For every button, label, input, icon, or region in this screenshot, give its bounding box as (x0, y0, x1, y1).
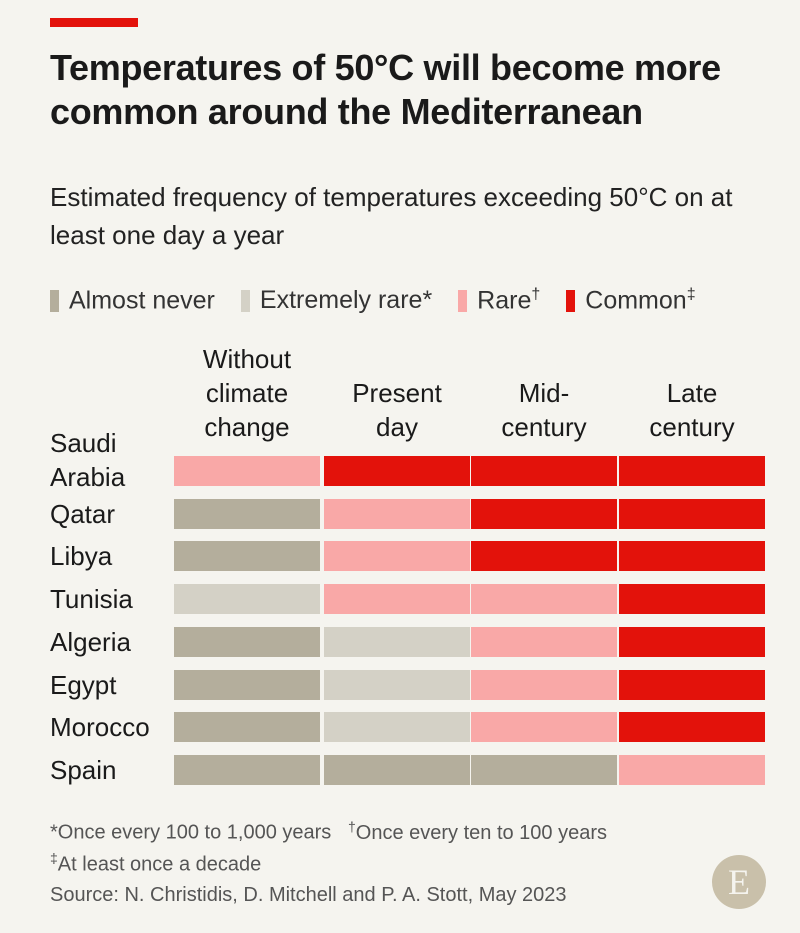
row-label-morocco: Morocco (50, 712, 150, 743)
heatmap-cell-morocco-without-climate-change (174, 712, 320, 743)
legend-item-extremely-rare: Extremely rare* (240, 286, 433, 315)
heatmap-cell-egypt-mid-century (471, 669, 617, 700)
legend-label-rare: Rare† (477, 286, 541, 315)
heatmap-cell-qatar-without-climate-change (174, 498, 320, 529)
row-label-algeria: Algeria (50, 626, 131, 657)
heatmap-cell-qatar-late-century (619, 498, 765, 529)
row-label-libya: Libya (50, 541, 113, 572)
footnote-common: ‡At least once a decade (50, 850, 262, 876)
legend-swatch-rare (458, 289, 468, 312)
heatmap-cell-tunisia-late-century (619, 584, 765, 615)
heatmap-cell-algeria-mid-century (471, 626, 617, 657)
heatmap-cell-egypt-without-climate-change (174, 669, 320, 700)
heatmap-cell-tunisia-present-day (324, 584, 470, 615)
heatmap-cell-spain-late-century (619, 754, 765, 785)
column-header-present-day: Present day (352, 378, 442, 442)
chart-title: Temperatures of 50°C will become more co… (50, 47, 721, 132)
heatmap-cell-morocco-late-century (619, 712, 765, 743)
heatmap-cell-qatar-mid-century (471, 498, 617, 529)
heatmap-cell-algeria-without-climate-change (174, 626, 320, 657)
heatmap-cell-morocco-present-day (324, 712, 470, 743)
legend-label-common: Common‡ (585, 286, 696, 315)
economist-logo: E (712, 855, 766, 909)
heatmap-cell-tunisia-mid-century (471, 584, 617, 615)
legend-swatch-almost-never (50, 289, 59, 312)
legend-swatch-common (566, 289, 576, 312)
heatmap-cell-saudi-arabia-without-climate-change (174, 456, 320, 486)
chart-subtitle: Estimated frequency of temperatures exce… (50, 182, 733, 250)
row-label-tunisia: Tunisia (50, 584, 133, 615)
heatmap-cell-qatar-present-day (324, 498, 470, 529)
footnote-rare: †Once every ten to 100 years (347, 818, 608, 844)
column-header-without-climate-change: Without climate change (202, 344, 292, 442)
legend-label-extremely-rare: Extremely rare* (259, 286, 433, 315)
heatmap-cell-tunisia-without-climate-change (174, 584, 320, 615)
footnote-extremely-rare: *Once every 100 to 1,000 years (50, 821, 332, 844)
heatmap-cell-algeria-late-century (619, 626, 765, 657)
legend-label-almost-never: Almost never (69, 286, 215, 315)
heatmap-cell-egypt-present-day (324, 669, 470, 700)
heatmap-cell-morocco-mid-century (471, 712, 617, 743)
heatmap-cell-egypt-late-century (619, 669, 765, 700)
heatmap-cell-libya-mid-century (471, 541, 617, 572)
legend-swatch-extremely-rare (240, 289, 250, 312)
row-label-saudi-arabia: Saudi Arabia (50, 428, 126, 492)
heatmap-cell-saudi-arabia-present-day (324, 456, 470, 486)
row-label-egypt: Egypt (50, 669, 117, 700)
row-label-qatar: Qatar (50, 498, 116, 529)
column-header-mid-century: Mid-century (501, 378, 587, 442)
legend-item-almost-never: Almost never (50, 286, 215, 315)
heatmap-cell-libya-late-century (619, 541, 765, 572)
source-note: Source: N. Christidis, D. Mitchell and P… (50, 884, 567, 906)
column-header-late-century: Late century (649, 378, 735, 442)
heatmap-cell-spain-present-day (324, 754, 470, 785)
legend-item-common: Common‡ (566, 286, 696, 315)
heatmap-cell-saudi-arabia-mid-century (471, 456, 617, 486)
accent-bar (50, 18, 138, 27)
row-label-spain: Spain (50, 754, 117, 785)
heatmap-cell-spain-without-climate-change (174, 754, 320, 785)
heatmap-cell-saudi-arabia-late-century (619, 456, 765, 486)
heatmap-cell-libya-present-day (324, 541, 470, 572)
legend-item-rare: Rare† (458, 286, 540, 315)
footnote-line-1: *Once every 100 to 1,000 years †Once eve… (50, 818, 607, 845)
heatmap-cell-spain-mid-century (471, 754, 617, 785)
heatmap-cell-libya-without-climate-change (174, 541, 320, 572)
legend: Almost never Extremely rare* Rare† Commo… (50, 286, 790, 315)
heatmap-cell-algeria-present-day (324, 626, 470, 657)
